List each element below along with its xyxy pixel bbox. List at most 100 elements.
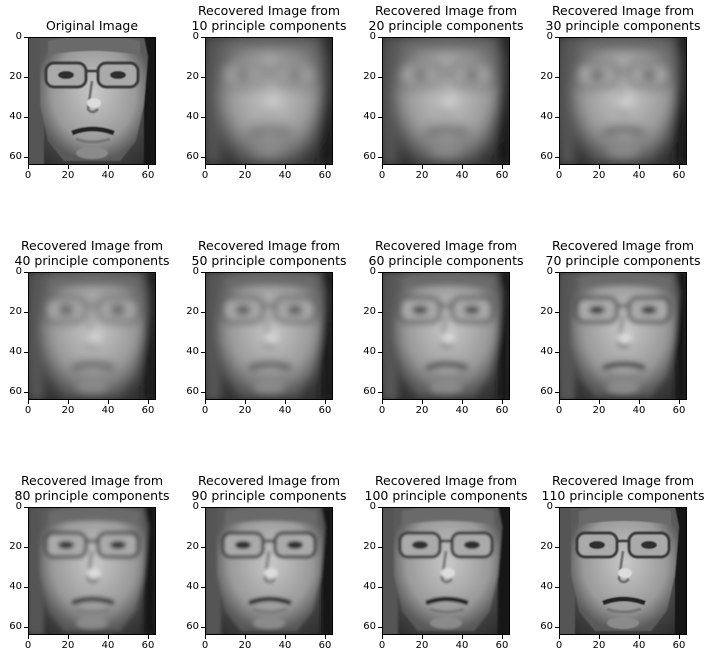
- x-tick-label: 60: [141, 405, 155, 416]
- image-panel: 0 20 40 60 0 20 40 60: [363, 501, 510, 651]
- y-tick-label: 40: [9, 346, 22, 357]
- y-tick-label: 40: [9, 581, 22, 592]
- panel-title-line: 90 principle components: [191, 488, 347, 503]
- y-tick: [378, 37, 382, 38]
- x-tick-label: 40: [101, 405, 115, 416]
- image-panel: 0 20 40 60 0 20 40 60: [363, 31, 510, 181]
- x-tick-label: 40: [101, 640, 115, 651]
- y-tick: [555, 312, 559, 313]
- y-tick-label: 20: [9, 541, 22, 552]
- x-tick: [559, 635, 560, 639]
- panel-title-line: Recovered Image from: [551, 238, 695, 253]
- x-tick-label: 0: [555, 640, 563, 651]
- face-image: [559, 507, 687, 635]
- panel-title-line: Recovered Image from: [551, 473, 695, 488]
- x-tick: [148, 165, 149, 169]
- panel-title: Original Image: [0, 18, 196, 33]
- y-tick-label: 20: [540, 541, 553, 552]
- axes-frame: [28, 507, 156, 635]
- x-tick-label: 20: [415, 405, 429, 416]
- panel-title: Recovered Image from 100 principle compon…: [342, 473, 550, 503]
- axes-frame: [559, 37, 687, 165]
- x-tick: [382, 400, 383, 404]
- x-tick: [148, 635, 149, 639]
- face-image: [28, 37, 156, 165]
- x-tick: [679, 165, 680, 169]
- panel-title-line: 70 principle components: [545, 253, 701, 268]
- x-tick: [108, 635, 109, 639]
- y-tick-label: 20: [363, 71, 376, 82]
- x-tick: [28, 165, 29, 169]
- axes-frame: [205, 272, 333, 400]
- face-image: [205, 37, 333, 165]
- x-tick-label: 60: [495, 405, 509, 416]
- y-tick: [201, 37, 205, 38]
- y-tick: [555, 37, 559, 38]
- panel-title: Recovered Image from 30 principle compone…: [519, 3, 708, 33]
- x-tick-label: 0: [378, 640, 386, 651]
- y-tick: [555, 77, 559, 78]
- y-tick: [555, 272, 559, 273]
- y-tick: [24, 587, 28, 588]
- y-tick: [24, 507, 28, 508]
- panel-title: Recovered Image from 110 principle compon…: [519, 473, 708, 503]
- face-image: [382, 37, 510, 165]
- face-image: [205, 507, 333, 635]
- panel-title: Recovered Image from 80 principle compone…: [0, 473, 196, 503]
- y-tick: [201, 77, 205, 78]
- y-tick: [24, 392, 28, 393]
- x-tick: [559, 165, 560, 169]
- x-tick-label: 40: [278, 640, 292, 651]
- y-tick: [201, 157, 205, 158]
- x-tick-label: 20: [238, 170, 252, 181]
- y-tick-label: 40: [363, 581, 376, 592]
- y-tick: [555, 627, 559, 628]
- y-tick-label: 40: [540, 581, 553, 592]
- panel-title-line: 20 principle components: [368, 18, 524, 33]
- y-tick-label: 40: [540, 111, 553, 122]
- y-tick-label: 20: [540, 306, 553, 317]
- x-tick: [325, 400, 326, 404]
- image-panel: 0 20 40 60 0 20 40 60: [9, 266, 156, 416]
- image-panel: 0 20 40 60 0 20 40 60: [9, 31, 156, 181]
- x-tick-label: 0: [555, 405, 563, 416]
- x-tick-label: 0: [201, 640, 209, 651]
- y-tick: [555, 157, 559, 158]
- y-tick: [378, 507, 382, 508]
- y-tick: [201, 352, 205, 353]
- x-tick-label: 0: [24, 170, 32, 181]
- x-tick-label: 0: [378, 405, 386, 416]
- y-tick: [555, 547, 559, 548]
- x-tick: [382, 165, 383, 169]
- y-tick: [24, 157, 28, 158]
- axes-frame: [382, 37, 510, 165]
- x-tick: [68, 165, 69, 169]
- y-tick: [201, 587, 205, 588]
- y-tick: [378, 272, 382, 273]
- y-tick-label: 60: [186, 151, 199, 162]
- x-tick: [462, 400, 463, 404]
- y-tick: [24, 77, 28, 78]
- y-tick-label: 40: [363, 346, 376, 357]
- x-tick: [108, 165, 109, 169]
- y-tick-label: 0: [369, 31, 376, 42]
- y-tick-label: 20: [186, 306, 199, 317]
- x-tick-label: 60: [495, 640, 509, 651]
- axes-frame: [559, 272, 687, 400]
- x-tick: [285, 635, 286, 639]
- x-tick-label: 20: [61, 170, 75, 181]
- y-tick: [201, 627, 205, 628]
- y-tick: [555, 392, 559, 393]
- x-tick-label: 20: [238, 640, 252, 651]
- y-tick: [555, 507, 559, 508]
- y-tick-label: 0: [546, 266, 553, 277]
- y-tick-label: 40: [9, 111, 22, 122]
- y-tick: [24, 352, 28, 353]
- x-tick: [639, 400, 640, 404]
- x-tick: [639, 165, 640, 169]
- y-tick-label: 20: [186, 541, 199, 552]
- x-tick: [205, 635, 206, 639]
- x-tick: [679, 400, 680, 404]
- x-tick-label: 60: [141, 170, 155, 181]
- y-tick: [555, 352, 559, 353]
